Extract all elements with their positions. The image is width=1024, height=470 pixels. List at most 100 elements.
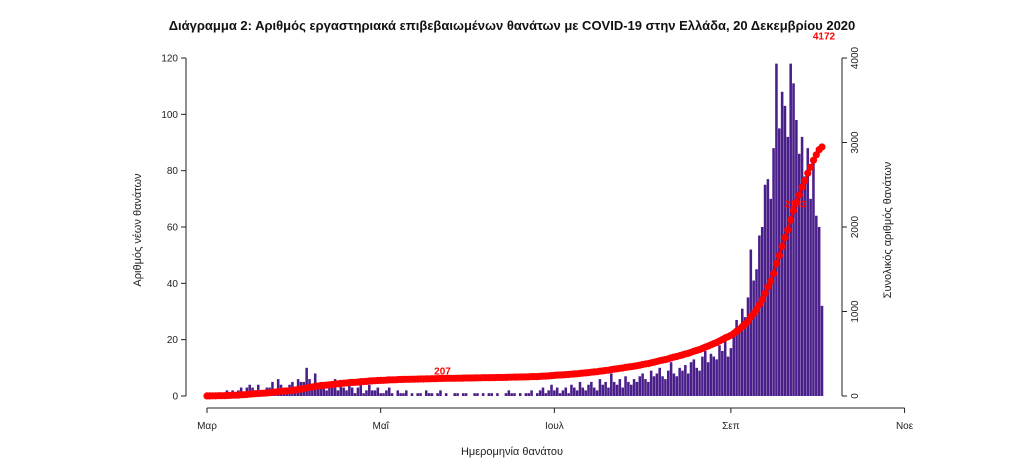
- bar: [476, 393, 479, 396]
- bar: [723, 339, 727, 396]
- cumulative-point: [789, 206, 798, 215]
- bar: [575, 390, 579, 396]
- bar: [570, 384, 573, 396]
- chart-title: Διάγραμμα 2: Αριθμός εργαστηριακά επιβεβ…: [168, 18, 856, 33]
- bar: [815, 215, 818, 396]
- bar: [541, 387, 545, 396]
- bar: [504, 393, 508, 396]
- bar: [336, 390, 340, 396]
- bar: [524, 393, 528, 396]
- bar: [743, 317, 747, 396]
- bar: [644, 379, 647, 396]
- bar: [328, 384, 331, 396]
- bar: [655, 373, 659, 396]
- bar: [536, 393, 539, 396]
- bar: [316, 387, 320, 396]
- bar: [686, 373, 690, 396]
- bar: [368, 384, 371, 396]
- bar: [615, 384, 619, 396]
- bar: [439, 390, 442, 396]
- bar: [481, 393, 485, 396]
- bar: [607, 387, 610, 396]
- bar: [684, 365, 687, 396]
- bar: [490, 393, 493, 396]
- bar: [507, 390, 511, 396]
- bar: [553, 390, 556, 396]
- bar: [729, 348, 733, 396]
- bar: [641, 373, 644, 396]
- bar: [695, 367, 698, 396]
- x-tick-label: Νοε: [896, 421, 914, 432]
- bar: [797, 153, 801, 396]
- bar: [461, 393, 465, 396]
- bar: [564, 387, 568, 396]
- bar: [592, 387, 596, 396]
- cumulative-point: [795, 191, 803, 199]
- y-tick-label-left: 0: [172, 392, 178, 403]
- bar: [573, 387, 576, 396]
- bar: [669, 362, 673, 396]
- x-tick-label: Ιουλ: [545, 421, 564, 432]
- y-tick-label-left: 120: [161, 54, 178, 65]
- bar: [632, 379, 636, 396]
- bar: [390, 393, 394, 396]
- bar: [348, 384, 351, 396]
- bar: [561, 390, 565, 396]
- bar: [513, 393, 516, 396]
- cumulative-point: [784, 226, 792, 234]
- bar: [248, 384, 251, 396]
- bar: [339, 381, 343, 396]
- cumulative-point: [801, 177, 809, 185]
- cumulative-point: [758, 296, 766, 304]
- bar: [652, 376, 656, 396]
- bar: [510, 393, 513, 396]
- bar: [689, 362, 693, 396]
- bar: [550, 384, 553, 396]
- bar: [721, 350, 724, 396]
- y-tick-label-right: 1000: [850, 300, 861, 323]
- bar: [410, 393, 414, 396]
- bar: [385, 390, 388, 396]
- cumulative-point: [761, 289, 769, 297]
- bar: [735, 319, 738, 396]
- cumulative-point: [798, 183, 806, 191]
- bar: [672, 373, 676, 396]
- cumulative-point: [787, 216, 795, 224]
- bar: [405, 390, 408, 396]
- bar: [547, 390, 550, 396]
- x-tick-label: Μαρ: [197, 421, 217, 432]
- bar: [342, 387, 345, 396]
- bar: [738, 328, 741, 396]
- bar: [709, 353, 713, 396]
- bar: [558, 393, 562, 396]
- y-tick-label-right: 0: [850, 393, 861, 399]
- bar: [518, 393, 522, 396]
- bar: [396, 390, 400, 396]
- bar: [746, 297, 750, 396]
- x-tick-label: Μαΐ: [373, 420, 390, 432]
- bar: [678, 367, 681, 396]
- bar: [325, 390, 328, 396]
- bar: [760, 227, 764, 396]
- bar: [356, 387, 360, 396]
- bar: [464, 393, 468, 396]
- bar: [402, 393, 405, 396]
- bar: [698, 370, 701, 396]
- bar: [732, 334, 736, 396]
- bar: [487, 393, 491, 396]
- bar: [635, 381, 639, 396]
- bar: [527, 393, 531, 396]
- cumulative-annotation: 4172: [813, 32, 836, 43]
- bar: [598, 379, 602, 396]
- bar: [661, 376, 664, 396]
- bar: [706, 362, 710, 396]
- y-tick-label-left: 40: [167, 279, 179, 290]
- bar: [604, 381, 607, 396]
- bar: [786, 136, 790, 396]
- bar: [276, 379, 280, 396]
- bar: [331, 387, 334, 396]
- bar: [806, 148, 810, 396]
- y-tick-label-left: 80: [167, 166, 179, 177]
- cumulative-point: [778, 242, 786, 250]
- bar: [658, 367, 661, 396]
